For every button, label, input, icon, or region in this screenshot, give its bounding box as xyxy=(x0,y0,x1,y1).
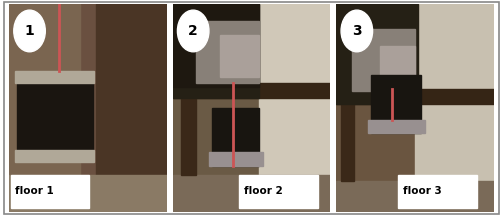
Bar xyxy=(341,104,354,181)
Text: 3: 3 xyxy=(352,24,362,38)
Bar xyxy=(209,152,263,166)
Circle shape xyxy=(178,10,209,52)
Bar xyxy=(17,73,93,160)
Text: 2: 2 xyxy=(188,24,198,38)
Bar xyxy=(337,181,494,212)
Bar xyxy=(239,175,318,208)
Bar xyxy=(337,4,418,104)
Bar xyxy=(16,70,94,83)
Bar xyxy=(22,75,85,154)
Text: floor 3: floor 3 xyxy=(402,186,441,196)
Bar xyxy=(96,4,166,212)
Bar xyxy=(260,4,330,181)
Bar xyxy=(371,75,422,133)
Text: 1: 1 xyxy=(25,24,34,38)
Bar xyxy=(352,29,415,91)
Bar xyxy=(16,150,94,162)
Bar xyxy=(9,175,166,212)
Bar xyxy=(415,4,494,191)
Text: floor 1: floor 1 xyxy=(16,186,54,196)
Circle shape xyxy=(14,10,45,52)
Bar xyxy=(368,121,425,133)
Bar xyxy=(9,4,80,212)
Bar xyxy=(173,175,330,212)
Bar xyxy=(173,4,260,98)
Circle shape xyxy=(341,10,373,52)
Bar xyxy=(398,175,477,208)
Bar xyxy=(181,98,196,175)
Bar xyxy=(196,21,260,83)
Bar xyxy=(337,89,494,104)
Bar xyxy=(220,35,260,77)
Bar xyxy=(173,4,260,87)
Bar xyxy=(11,175,90,208)
Bar xyxy=(173,83,330,98)
Bar xyxy=(212,108,260,166)
Bar xyxy=(380,46,415,83)
Text: floor 2: floor 2 xyxy=(243,186,282,196)
